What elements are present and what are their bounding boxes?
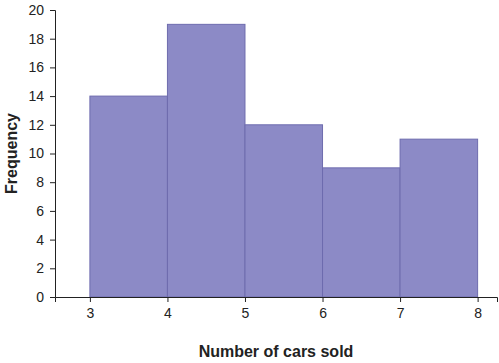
tick-mark [50,96,55,97]
tick-label: 0 [36,289,44,305]
bar [323,168,401,297]
tick-label: 12 [28,117,44,133]
y-axis: 0 2 4 6 8 10 12 14 16 18 20 [28,2,55,305]
tick-label: 18 [28,31,44,47]
tick-label: 2 [36,260,44,276]
tick: 0 [36,289,55,305]
y-axis-title: Frequency [3,113,20,194]
tick: 20 [28,2,55,18]
tick-mark [50,125,55,126]
tick-mark [245,297,246,302]
tick-label: 8 [474,305,482,321]
bar [167,24,245,297]
bar [90,96,168,297]
tick-mark [167,297,168,302]
tick-mark [50,211,55,212]
tick-mark [323,297,324,302]
tick: 12 [28,117,55,133]
tick-label: 14 [28,88,44,104]
tick: 8 [474,297,482,321]
tick-label: 20 [28,2,44,18]
tick-label: 8 [36,174,44,190]
tick: 3 [86,297,94,321]
axis-line [50,11,56,298]
tick: 6 [36,203,55,219]
tick-mark [90,297,91,302]
tick-label: 6 [36,203,44,219]
tick: 10 [28,145,55,161]
tick-label: 5 [242,305,250,321]
tick: 8 [36,174,55,190]
tick-label: 4 [36,232,44,248]
x-axis: 3 4 5 6 7 8 [56,297,498,321]
tick-mark [50,182,55,183]
tick-mark [50,240,55,241]
bar [245,125,323,297]
tick: 14 [28,88,55,104]
tick-mark [478,297,479,302]
axis-line [56,298,498,303]
tick-label: 3 [86,305,94,321]
tick-label: 4 [164,305,172,321]
tick-mark [50,10,55,11]
tick: 6 [319,297,327,321]
tick-mark [50,297,55,298]
tick-label: 16 [28,59,44,75]
bar [400,139,478,297]
tick: 2 [36,260,55,276]
tick-mark [50,39,55,40]
x-axis-title: Number of cars sold [199,343,354,360]
tick-label: 10 [28,145,44,161]
tick: 16 [28,59,55,75]
plot-area: 3 4 5 6 7 8 0 2 4 6 8 10 12 14 16 18 20 [28,2,497,321]
chart: 3 4 5 6 7 8 0 2 4 6 8 10 12 14 16 18 20 Number of cars so… [0,0,499,363]
tick: 18 [28,31,55,47]
bars [90,24,478,297]
tick-mark [400,297,401,302]
tick-mark [50,268,55,269]
tick: 4 [164,297,172,321]
tick: 4 [36,232,55,248]
tick: 5 [242,297,250,321]
tick-label: 6 [319,305,327,321]
tick: 7 [397,297,405,321]
tick-mark [50,67,55,68]
tick-mark [50,154,55,155]
tick-label: 7 [397,305,405,321]
